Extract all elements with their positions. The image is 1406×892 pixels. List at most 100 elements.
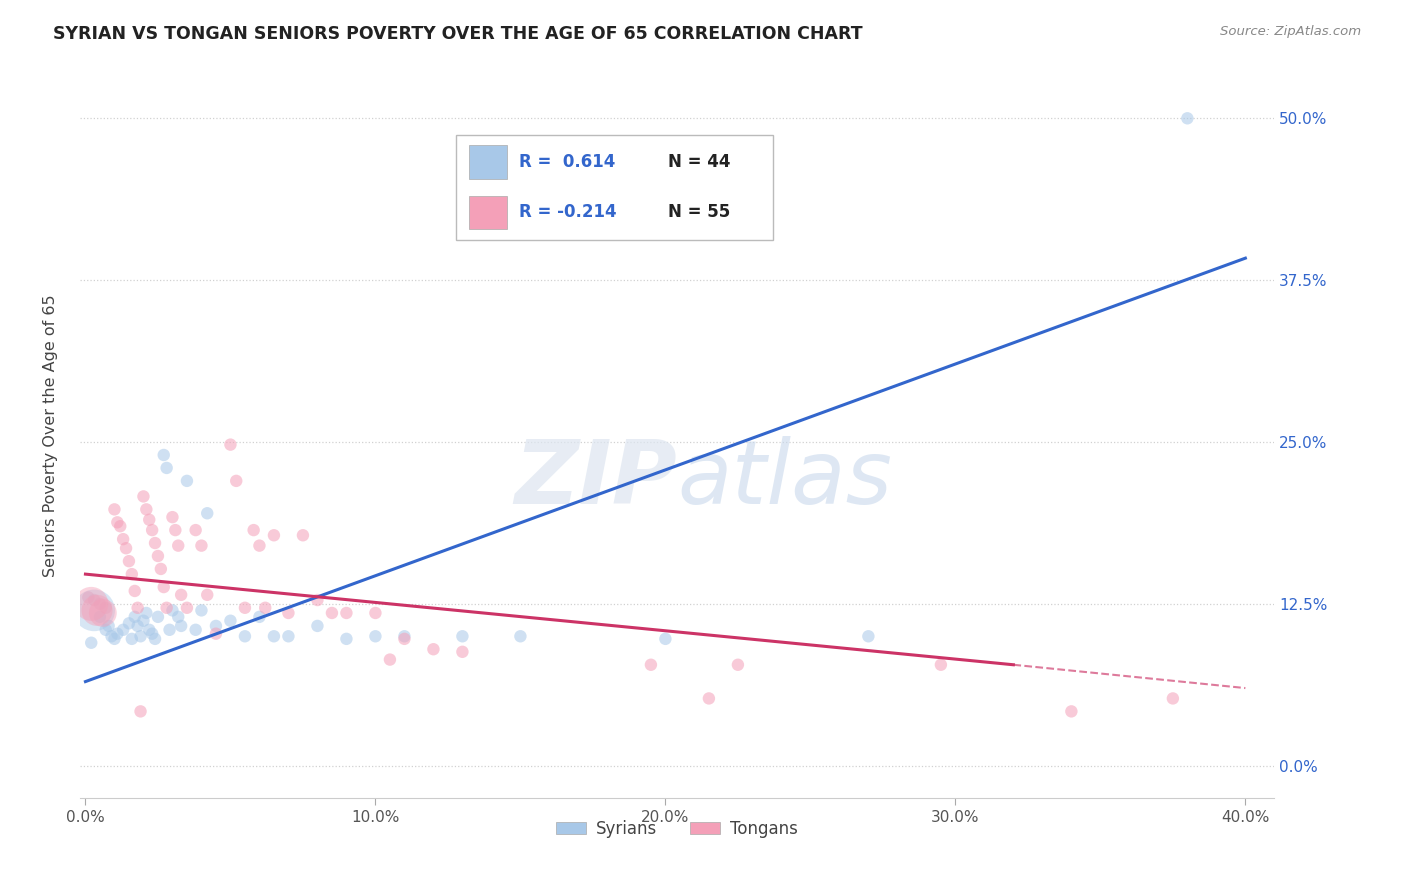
Point (170, 588, 193, 602)
Point (141, 523, 163, 537)
Text: ZIP: ZIP (515, 435, 678, 523)
Point (83, 603, 105, 617)
Point (640, 657, 662, 672)
Point (364, 606, 387, 620)
Point (143, 632, 166, 646)
Point (135, 502, 157, 516)
Point (89, 597, 111, 611)
Point (138, 513, 160, 527)
Point (394, 632, 416, 646)
Point (94, 623, 117, 637)
Point (100, 629, 122, 643)
Point (205, 626, 228, 640)
Point (242, 523, 264, 537)
Text: SYRIAN VS TONGAN SENIORS POVERTY OVER THE AGE OF 65 CORRELATION CHART: SYRIAN VS TONGAN SENIORS POVERTY OVER TH… (53, 25, 863, 43)
Point (143, 536, 166, 550)
Point (654, 632, 676, 646)
Point (115, 541, 138, 556)
Text: Source: ZipAtlas.com: Source: ZipAtlas.com (1220, 25, 1361, 38)
Point (378, 652, 401, 666)
Point (132, 490, 155, 504)
Point (1060, 705, 1083, 719)
Point (263, 629, 285, 643)
Point (141, 626, 163, 640)
Point (225, 474, 247, 488)
Point (97, 619, 120, 633)
Point (727, 657, 749, 672)
Point (394, 629, 416, 643)
Point (146, 610, 169, 624)
Point (176, 474, 198, 488)
Point (249, 539, 271, 553)
Point (159, 623, 181, 637)
Point (112, 623, 135, 637)
Point (103, 502, 125, 516)
Point (697, 691, 720, 706)
Point (80, 636, 103, 650)
Point (195, 506, 218, 520)
Point (146, 549, 169, 563)
Point (858, 629, 880, 643)
Point (152, 448, 174, 462)
Point (509, 629, 531, 643)
Point (152, 580, 174, 594)
Point (77, 591, 100, 605)
Point (94, 600, 117, 615)
Point (277, 629, 299, 643)
Point (335, 606, 357, 620)
Point (129, 705, 152, 719)
Point (205, 619, 228, 633)
Point (176, 600, 198, 615)
Point (165, 523, 187, 537)
Point (277, 606, 299, 620)
Point (219, 437, 242, 451)
Point (156, 600, 179, 615)
Y-axis label: Seniors Poverty Over the Age of 65: Seniors Poverty Over the Age of 65 (44, 294, 58, 577)
Point (263, 528, 285, 542)
Point (233, 629, 256, 643)
Point (121, 632, 143, 646)
Point (219, 614, 242, 628)
Point (190, 539, 212, 553)
Point (307, 619, 329, 633)
Point (156, 461, 179, 475)
Point (135, 606, 157, 620)
Point (127, 600, 149, 615)
Point (195, 588, 218, 602)
Point (112, 532, 135, 546)
Point (249, 610, 271, 624)
Point (184, 623, 207, 637)
Point (335, 632, 357, 646)
Point (124, 610, 146, 624)
Point (124, 584, 146, 599)
Text: atlas: atlas (678, 436, 891, 522)
Point (184, 523, 207, 537)
Point (91, 606, 114, 620)
Point (149, 562, 172, 576)
Point (162, 603, 184, 617)
Point (118, 554, 141, 568)
Point (451, 629, 474, 643)
Point (80, 597, 103, 611)
Point (103, 632, 125, 646)
Point (422, 642, 444, 657)
Point (307, 593, 329, 607)
Point (118, 616, 141, 631)
Point (162, 510, 184, 524)
Point (190, 603, 212, 617)
Point (1161, 691, 1184, 706)
Point (254, 600, 277, 615)
Point (929, 657, 952, 672)
Point (110, 519, 132, 533)
Point (86, 603, 108, 617)
Point (129, 629, 152, 643)
Point (451, 645, 474, 659)
Point (321, 606, 343, 620)
Point (132, 614, 155, 628)
Point (233, 600, 256, 615)
Point (105, 626, 128, 640)
Point (291, 528, 314, 542)
Point (170, 619, 193, 633)
Point (121, 567, 143, 582)
Point (83, 593, 105, 607)
